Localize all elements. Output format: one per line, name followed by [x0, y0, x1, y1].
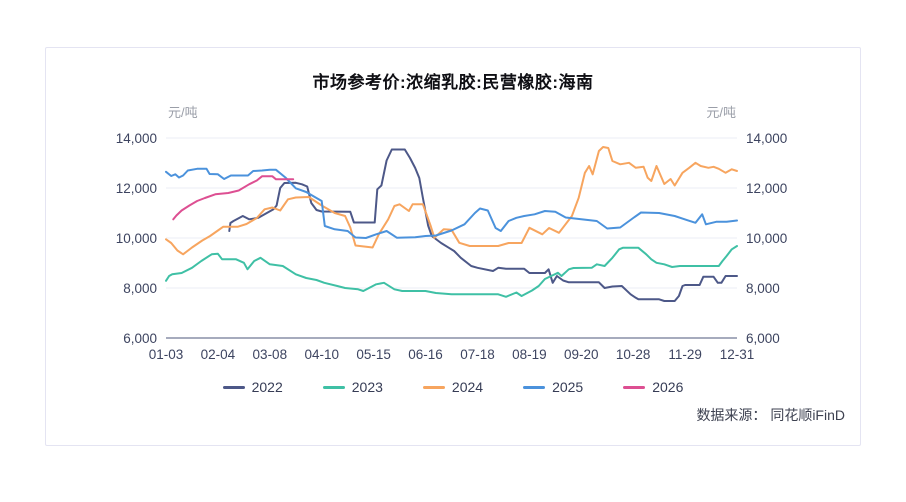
y-axis-unit-right: 元/吨: [706, 105, 736, 120]
y-tick-label-right: 6,000: [746, 331, 780, 346]
data-source-label: 数据来源： 同花顺iFinD: [696, 407, 845, 423]
chart-title: 市场参考价:浓缩乳胶:民营橡胶:海南: [312, 73, 594, 92]
axis-labels: 6,000 6,000 8,000 8,000 10,000 10,000 12,000 12…: [116, 131, 788, 362]
gridlines: [166, 137, 737, 339]
y-tick-label-left: 10,000: [116, 231, 157, 246]
x-tick-label: 08-19: [512, 347, 547, 362]
x-tick-label: 09-20: [564, 347, 599, 362]
series-line-2022[interactable]: [228, 148, 738, 302]
legend-swatch-2025: [523, 385, 546, 389]
series-line-2024[interactable]: [165, 146, 738, 256]
x-tick-label: 12-31: [720, 347, 755, 362]
legend-swatch-2023: [322, 385, 345, 389]
legend-label: 2026: [652, 379, 684, 395]
legend-item-2022[interactable]: 2022: [222, 379, 283, 395]
legend-swatch-2026: [623, 385, 646, 389]
y-tick-label-right: 10,000: [746, 231, 787, 246]
legend-label: 2024: [451, 379, 484, 395]
series-line-2026[interactable]: [172, 175, 295, 221]
legend-item-2025[interactable]: 2025: [523, 379, 583, 395]
y-axis-unit-left: 元/吨: [168, 105, 198, 120]
legend-item-2023[interactable]: 2023: [322, 379, 383, 395]
series-line-2025[interactable]: [165, 167, 738, 239]
y-tick-label-left: 6,000: [123, 331, 157, 346]
y-tick-label-right: 8,000: [746, 281, 780, 296]
x-tick-label: 06-16: [408, 347, 443, 362]
price-chart[interactable]: 6,000 6,000 8,000 8,000 10,000 10,000 12,000 12…: [46, 48, 860, 445]
legend-swatch-2024: [422, 385, 445, 389]
series-line-2023[interactable]: [165, 245, 738, 298]
x-tick-label: 01-03: [149, 347, 184, 362]
y-tick-label-left: 12,000: [116, 181, 157, 196]
legend-label: 2025: [552, 379, 584, 395]
x-tick-label: 07-18: [460, 347, 495, 362]
chart-card: 市场参考价:浓缩乳胶:民营橡胶:海南 元/吨 元/吨 6,000 6,000 8,0…: [45, 47, 861, 446]
x-tick-label: 02-04: [201, 347, 236, 362]
x-tick-label: 10-28: [616, 347, 651, 362]
x-tick-label: 03-08: [253, 347, 288, 362]
legend-label: 2023: [351, 379, 383, 395]
y-tick-label-right: 12,000: [746, 181, 787, 196]
x-tick-label: 04-10: [304, 347, 339, 362]
x-tick-label: 05-15: [356, 347, 391, 362]
chart-legend: 2022 2023 2024 2025 2026: [46, 379, 860, 395]
legend-item-2026[interactable]: 2026: [623, 379, 683, 395]
legend-item-2024[interactable]: 2024: [422, 379, 484, 395]
y-tick-label-left: 8,000: [123, 281, 157, 296]
y-tick-label-left: 14,000: [116, 131, 157, 146]
y-tick-label-right: 14,000: [746, 131, 787, 146]
x-tick-label: 11-29: [668, 347, 702, 362]
legend-swatch-2022: [222, 385, 245, 389]
legend-label: 2022: [251, 379, 283, 395]
